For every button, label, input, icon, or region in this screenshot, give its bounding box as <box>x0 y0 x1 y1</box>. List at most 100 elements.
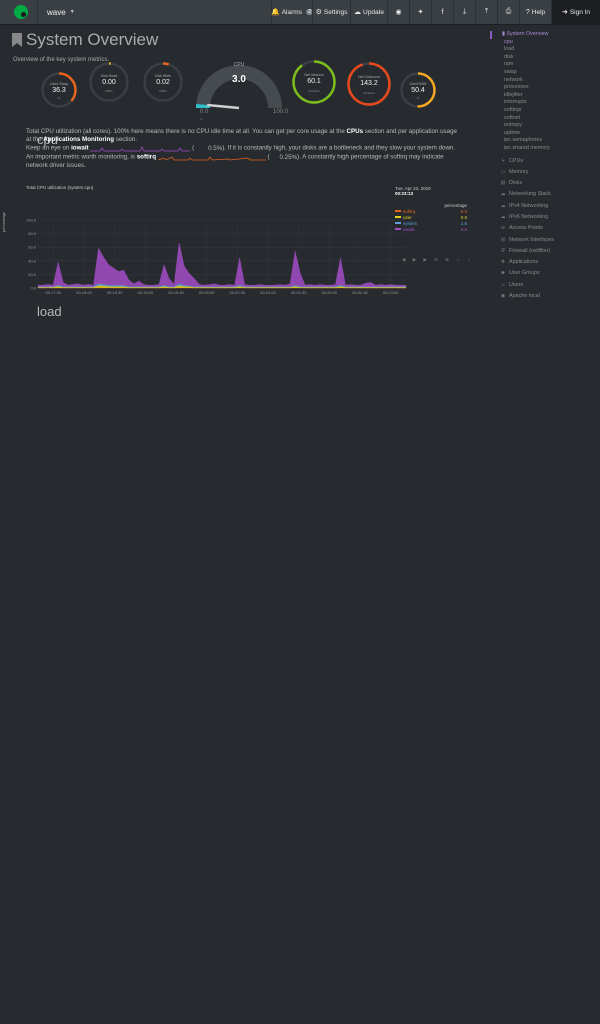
legend-item-system[interactable]: system 1.5 <box>395 220 467 226</box>
page-subtitle: Overview of the key system metrics. <box>13 57 110 63</box>
nav-divider <box>37 0 38 24</box>
host-menu[interactable]: wave ▼ <box>47 8 75 17</box>
gauge-disk-read[interactable]: Disk Read 0.00 MiB/s <box>88 61 130 103</box>
sidebar-subitem-ipc-shared-memory[interactable]: ipc shared memory <box>504 144 550 151</box>
legend-item-softirq[interactable]: softirq 0.3 <box>395 208 467 214</box>
section-title-cpu: cpu <box>37 132 58 147</box>
legend-value: 0.3 <box>460 208 467 214</box>
cpus-link[interactable]: CPUs <box>346 128 364 135</box>
gauge-value: 60.1 <box>307 78 321 86</box>
gauge-net-inbound[interactable]: Net Inbound 60.1 kilobits/s <box>291 59 337 105</box>
sidebar-item-ipv6-networking[interactable]: ☁ IPv6 Networking <box>490 212 600 223</box>
cubes-icon: ❖ <box>500 259 506 266</box>
legend-item-user[interactable]: user 0.8 <box>395 214 467 220</box>
netdata-logo-icon[interactable] <box>14 5 28 19</box>
sidebar-item-network-interfaces[interactable]: ⊞ Network Interfaces <box>490 235 600 246</box>
sidebar-item-cpus[interactable]: ϟ CPUs <box>490 156 600 167</box>
sidebar-subitem-cpu[interactable]: cpu <box>504 38 513 45</box>
legend-swatch <box>395 222 401 224</box>
sidebar-item-label: Disks <box>509 180 523 187</box>
x-tick-label: 00:18:30 <box>107 290 123 295</box>
gauge-disk-write[interactable]: Disk Write 0.02 MiB/s <box>142 61 184 103</box>
sidebar-item-ipv4-networking[interactable]: ☁ IPv4 Networking <box>490 201 600 212</box>
sidebar-item-system-overview[interactable]: ▮ System Overview <box>490 31 600 39</box>
upload-button[interactable]: ⤒ <box>475 0 497 24</box>
gauge-net-outbound[interactable]: Net Outbound 143.2 kilobits/s <box>346 61 392 107</box>
bell-icon: 🔔 <box>271 9 280 16</box>
legend-item-iowait[interactable]: iowait 0.5 <box>395 226 467 232</box>
sidebar-subitem-load[interactable]: load <box>504 46 515 53</box>
eye-icon: ◉ <box>500 293 506 300</box>
help-button[interactable]: ? Help <box>519 0 551 24</box>
update-button[interactable]: ☁ Update <box>350 0 387 24</box>
settings-label: Settings <box>323 8 348 16</box>
sidebar-item-networking-stack[interactable]: ☁ Networking Stack <box>490 189 600 200</box>
settings-button[interactable]: ⚙ Settings <box>312 0 350 24</box>
x-tick-label: 00:23:00 <box>383 290 399 295</box>
sidebar-item-disks[interactable]: ▤ Disks <box>490 178 600 189</box>
update-label: Update <box>363 8 384 16</box>
gauge-value: 36.3 <box>52 86 66 94</box>
gauge-value: 3.0 <box>232 74 246 85</box>
cpu-description: Total CPU utilization (all cores). 100% … <box>26 128 457 170</box>
gauge-cpu-main[interactable]: CPU 3.0 0.0 100.0% <box>196 62 288 121</box>
sidebar-subitem-interrupts[interactable]: interrupts <box>504 99 527 106</box>
sidebar-item-memory[interactable]: ▭ Memory <box>490 167 600 178</box>
softirq-sparkline <box>157 156 266 161</box>
applications-link[interactable]: Applications Monitoring <box>43 136 115 144</box>
gauge-needle <box>207 103 240 110</box>
sidebar-subitem-softirqs[interactable]: softirqs <box>504 106 522 113</box>
sidebar-item-label: Apache local <box>509 293 540 300</box>
gauge-title: CPU <box>233 62 245 68</box>
bookmark-icon: ▮ <box>502 31 505 37</box>
download-button[interactable]: ⤓ <box>453 0 475 24</box>
chart-controls[interactable]: ◀ ▶ ▶ ⊖ ⊕ ⇔ ↕ <box>402 257 474 262</box>
sidebar-item-apache-local[interactable]: ◉ Apache local <box>490 291 600 302</box>
wifi-icon: ≋ <box>500 225 506 232</box>
sidebar-subitem-swap[interactable]: swap <box>504 68 517 75</box>
sidebar-subitem-network[interactable]: network <box>504 76 523 83</box>
y-tick-label: 40.0 <box>28 258 37 263</box>
sign-in-button[interactable]: ➜ Sign In <box>551 0 600 24</box>
sidebar-item-user-groups[interactable]: ☻ User Groups <box>490 268 600 279</box>
sidebar-subitem-ipc-semaphores[interactable]: ipc semaphores <box>504 137 543 144</box>
x-tick-label: 00:21:00 <box>260 290 276 295</box>
bolt-icon: ϟ <box>501 157 505 164</box>
users-icon: ☻ <box>500 270 506 277</box>
gauge-used-swap[interactable]: Used Swap 36.3% <box>40 71 78 109</box>
sidebar-subitem-entropy[interactable]: entropy <box>504 122 522 129</box>
sidebar-subitem-ram[interactable]: ram <box>504 61 514 68</box>
sidebar-subitem-processes[interactable]: processes <box>504 84 529 91</box>
print-button[interactable]: ⎙ <box>497 0 519 24</box>
legend-value: 1.5 <box>460 220 467 226</box>
sidebar-subitem-softnet[interactable]: softnet <box>504 114 521 121</box>
cpu-chart[interactable]: 100.0 80.0 60.0 40.0 20.0 0.0 00:17:30 00:18:00… <box>14 215 424 295</box>
github-button[interactable]: ◉ <box>387 0 409 24</box>
gauge-arc <box>41 72 77 108</box>
sidebar-item-access-points[interactable]: ≋ Access Points <box>490 223 600 234</box>
sidebar-subitem-disk[interactable]: disk <box>504 53 514 60</box>
alarms-button[interactable]: 🔔 Alarms 2 <box>271 0 314 24</box>
sidebar-item-label: CPUs <box>509 157 524 164</box>
desc-text: Keep an eye on <box>26 145 72 153</box>
gauge-used-ram[interactable]: Used RAM 50.4% <box>399 71 437 109</box>
cloud-icon: ☁ <box>500 202 506 209</box>
sidebar-subitem-uptime[interactable]: uptime <box>504 129 521 136</box>
sidebar-item-label: IPv4 Networking <box>509 202 549 209</box>
sidebar-subitem-idlejitter[interactable]: idlejitter <box>504 91 523 98</box>
series-area-iowait <box>37 242 407 287</box>
legend-label: user <box>403 214 412 220</box>
legend-label: system <box>403 220 418 226</box>
twitter-button[interactable]: ✦ <box>409 0 431 24</box>
gauge-value: 0.02 <box>156 78 170 86</box>
y-tick-label: 20.0 <box>28 272 37 277</box>
desc-text: section. <box>114 136 138 144</box>
sidebar-item-users[interactable]: ☺ Users <box>490 280 600 291</box>
x-tick-label: 00:20:00 <box>199 290 215 295</box>
sidebar-nav: ▮ System Overview cpu load disk ram swap netw… <box>490 31 600 302</box>
sidebar-item-applications[interactable]: ❖ Applications <box>490 257 600 268</box>
gauge-label: Net Outbound <box>358 74 380 79</box>
sidebar-item-firewall-netfilter[interactable]: ⛨ Firewall (netfilter) <box>490 246 600 257</box>
facebook-button[interactable]: f <box>431 0 453 24</box>
x-tick-label: 00:22:00 <box>322 290 338 295</box>
